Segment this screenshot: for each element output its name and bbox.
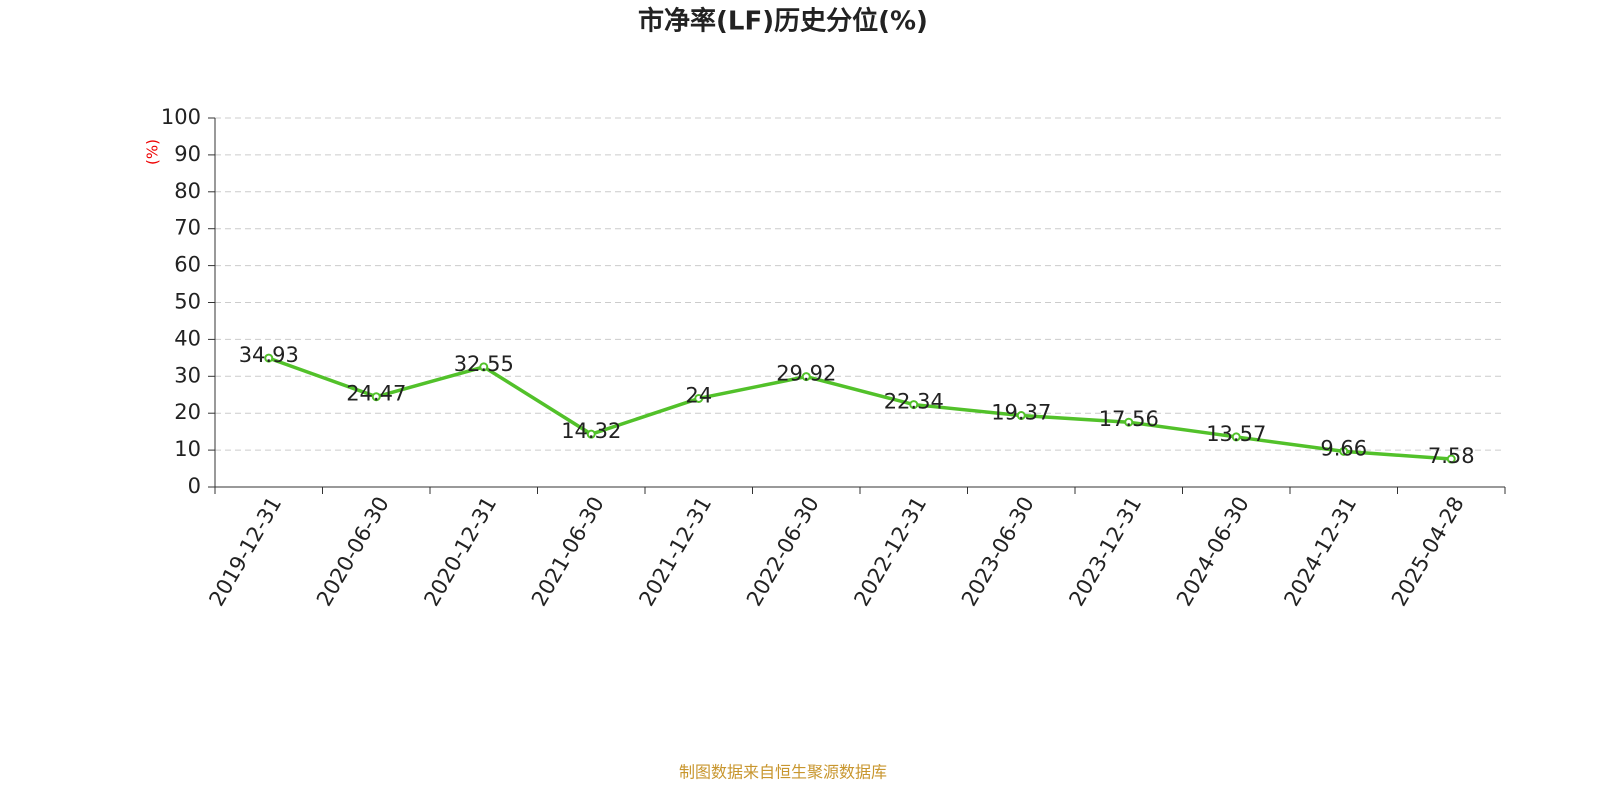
data-point bbox=[801, 372, 811, 382]
x-tick-label: 2023-06-30 bbox=[957, 493, 1039, 611]
data-point bbox=[1231, 432, 1241, 442]
x-tick-label: 2022-06-30 bbox=[742, 493, 824, 611]
data-point bbox=[1124, 417, 1134, 427]
x-tick-label: 2021-12-31 bbox=[634, 493, 716, 611]
y-tick-label: 40 bbox=[174, 326, 201, 350]
x-tick-label: 2019-12-31 bbox=[204, 493, 286, 611]
data-line bbox=[268, 356, 1452, 461]
y-tick-label: 10 bbox=[174, 437, 201, 461]
y-tick-label: 90 bbox=[174, 142, 201, 166]
data-label: 14.32 bbox=[561, 419, 621, 443]
y-tick-label: 20 bbox=[174, 400, 201, 424]
data-point bbox=[479, 362, 489, 372]
data-label: 32.55 bbox=[454, 352, 514, 376]
x-tick-label: 2024-12-31 bbox=[1279, 493, 1361, 611]
y-tick-label: 50 bbox=[174, 290, 201, 314]
x-tick-label: 2025-04-28 bbox=[1387, 493, 1469, 611]
x-tick-label: 2021-06-30 bbox=[527, 493, 609, 611]
data-label: 29.92 bbox=[776, 362, 836, 386]
data-point bbox=[1016, 411, 1026, 421]
data-point bbox=[264, 353, 274, 363]
data-label: 9.66 bbox=[1320, 436, 1367, 460]
x-tick-label: 2020-06-30 bbox=[312, 493, 394, 611]
x-tick-label: 2024-06-30 bbox=[1172, 493, 1254, 611]
source-note: 制图数据来自恒生聚源数据库 bbox=[679, 763, 887, 782]
data-point bbox=[371, 392, 381, 402]
data-label: 24 bbox=[685, 383, 712, 407]
x-tick-label: 2022-12-31 bbox=[849, 493, 931, 611]
data-label: 17.56 bbox=[1099, 407, 1159, 431]
data-label: 22.34 bbox=[884, 390, 944, 414]
y-tick-label: 60 bbox=[174, 253, 201, 277]
chart-title: 市净率(LF)历史分位(%) bbox=[638, 6, 928, 37]
y-axis-label: (%) bbox=[144, 139, 162, 165]
data-label: 24.47 bbox=[346, 382, 406, 406]
y-tick-label: 80 bbox=[174, 179, 201, 203]
y-tick-label: 30 bbox=[174, 363, 201, 387]
data-label: 7.58 bbox=[1428, 444, 1475, 468]
data-point bbox=[694, 393, 704, 403]
data-label: 13.57 bbox=[1206, 422, 1266, 446]
data-point bbox=[586, 429, 596, 439]
x-tick-label: 2023-12-31 bbox=[1064, 493, 1146, 611]
data-label: 34.93 bbox=[239, 343, 299, 367]
data-label: 19.37 bbox=[991, 401, 1051, 425]
data-point bbox=[1446, 454, 1456, 464]
data-point bbox=[1339, 446, 1349, 456]
y-tick-label: 70 bbox=[174, 216, 201, 240]
y-tick-label: 0 bbox=[188, 474, 201, 498]
x-tick-label: 2020-12-31 bbox=[419, 493, 501, 611]
data-point bbox=[909, 400, 919, 410]
y-tick-label: 100 bbox=[161, 105, 201, 129]
